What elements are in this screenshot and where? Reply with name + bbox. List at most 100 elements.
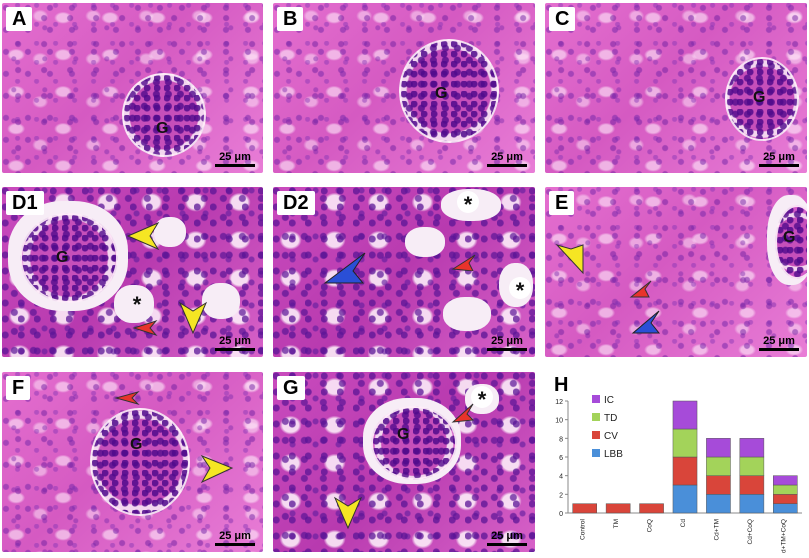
red-arrowhead-icon <box>451 403 475 423</box>
asterisk-marker: * <box>457 191 479 217</box>
legend-swatch-ic <box>592 395 600 403</box>
tubule-lumen <box>114 285 154 323</box>
bar-segment-ic <box>773 475 798 486</box>
legend-swatch-td <box>592 413 600 421</box>
glomerulus-label: G <box>397 426 410 443</box>
panel-label: A <box>6 7 33 31</box>
glomerulus <box>399 39 499 143</box>
tubule-lumen <box>154 217 186 247</box>
bar-segment-cv <box>739 475 765 495</box>
stacked-bar-chart: 0 2 4 6 8 10 12 Control TM CoQ Cd Cd+TM Cd+CoQ Cd+TM+… <box>555 395 802 558</box>
glomerulus <box>122 73 206 157</box>
legend-label: IC <box>604 395 614 406</box>
yellow-arrowhead-icon <box>333 496 363 530</box>
y-tick-label: 4 <box>559 474 563 481</box>
panel-a: A G 25 μm <box>2 3 263 173</box>
blue-arrowhead-icon <box>323 252 366 284</box>
glomerulus-label: G <box>156 120 169 137</box>
scale-bar: 25 μm <box>487 530 527 546</box>
scale-bar: 25 μm <box>215 151 255 167</box>
asterisk-marker: * <box>509 277 531 303</box>
red-arrowhead-icon <box>629 280 652 298</box>
panel-e: E G 25 μm <box>545 187 807 357</box>
bar-segment-ic <box>672 400 698 430</box>
x-tick-label: TM <box>613 519 620 528</box>
yellow-arrowhead-icon <box>126 221 160 251</box>
y-tick-label: 6 <box>559 455 563 462</box>
y-tick-label: 10 <box>555 418 563 425</box>
bar-segment-cv <box>706 475 731 495</box>
yellow-arrowhead-icon <box>555 244 584 275</box>
scale-bar: 25 μm <box>215 530 255 546</box>
blue-arrowhead-icon <box>631 310 661 334</box>
panel-label: E <box>549 191 575 215</box>
asterisk-marker: * <box>471 386 493 412</box>
glomerulus <box>20 213 118 303</box>
glomerulus-label: G <box>56 249 69 266</box>
panel-g: G G * 25 μm <box>273 372 535 552</box>
panel-b: B G 25 μm <box>273 3 535 173</box>
bar-segment-cv <box>639 503 664 514</box>
glomerulus <box>371 406 457 480</box>
panel-label: D2 <box>277 191 315 215</box>
legend-label: LBB <box>604 449 623 460</box>
bar-segment-td <box>773 484 798 495</box>
tubule-lumen <box>443 297 491 331</box>
bar-segment-cv <box>672 456 698 486</box>
legend-swatch-cv <box>592 431 600 439</box>
bar-segment-ic <box>706 438 731 458</box>
y-tick-label: 8 <box>559 436 563 443</box>
red-arrowhead-icon <box>451 254 476 271</box>
glomerulus <box>775 205 807 279</box>
bar-segment-td <box>672 428 698 458</box>
panel-label: D1 <box>6 191 44 215</box>
panel-label: F <box>6 376 31 400</box>
bar-segment-cv <box>773 494 798 504</box>
scale-bar: 25 μm <box>487 335 527 351</box>
panel-label: H <box>548 373 575 397</box>
panel-f: F G 25 μm <box>2 372 263 552</box>
bar-segment-lbb <box>672 484 698 514</box>
legend-label: CV <box>604 431 618 442</box>
bar-segment-td <box>739 456 765 476</box>
bar-chart-panel: H 0 2 4 6 8 10 12 Control TM CoQ Cd Cd+TM Cd+CoQ Cd+T… <box>548 373 806 558</box>
tubule-lumen <box>202 283 240 319</box>
glomerulus-label: G <box>783 229 796 246</box>
x-tick-label: CoQ <box>647 519 654 532</box>
y-tick-label: 0 <box>559 511 563 518</box>
x-tick-label: Cd+CoQ <box>747 519 754 544</box>
bar-segment-ic <box>739 438 765 458</box>
red-arrowhead-icon <box>132 319 158 337</box>
panel-c: C G 25 μm <box>545 3 807 173</box>
panel-label: C <box>549 7 576 31</box>
panel-label: G <box>277 376 305 400</box>
x-tick-label: Cd+TM <box>713 519 720 541</box>
yellow-arrowhead-icon <box>200 454 234 484</box>
bar-segment-cv <box>572 503 597 514</box>
glomerulus <box>90 408 190 516</box>
panel-d2: D2 * * 25 μm <box>273 187 535 357</box>
glomerulus-label: G <box>753 89 766 106</box>
scale-bar: 25 μm <box>215 335 255 351</box>
legend-label: TD <box>604 413 617 424</box>
glomerulus-label: G <box>130 436 143 453</box>
scale-bar: 25 μm <box>487 151 527 167</box>
glomerulus <box>725 57 799 141</box>
x-tick-label: Control <box>580 518 587 540</box>
glomerulus-label: G <box>435 85 448 102</box>
bar-segment-td <box>706 456 731 476</box>
y-tick-label: 2 <box>559 492 563 499</box>
asterisk-marker: * <box>132 292 142 317</box>
yellow-arrowhead-icon <box>178 301 208 335</box>
red-arrowhead-icon <box>114 391 140 405</box>
panel-d1: D1 G * 25 μm <box>2 187 263 357</box>
bar-segment-lbb <box>773 503 798 514</box>
scale-bar: 25 μm <box>759 335 799 351</box>
panel-label: B <box>277 7 304 31</box>
tubule-lumen <box>405 227 445 257</box>
legend-swatch-lbb <box>592 449 600 457</box>
x-tick-label: Cd <box>680 519 687 528</box>
bar-segment-cv <box>605 503 631 514</box>
scale-bar: 25 μm <box>759 151 799 167</box>
bar-segment-lbb <box>739 494 765 514</box>
